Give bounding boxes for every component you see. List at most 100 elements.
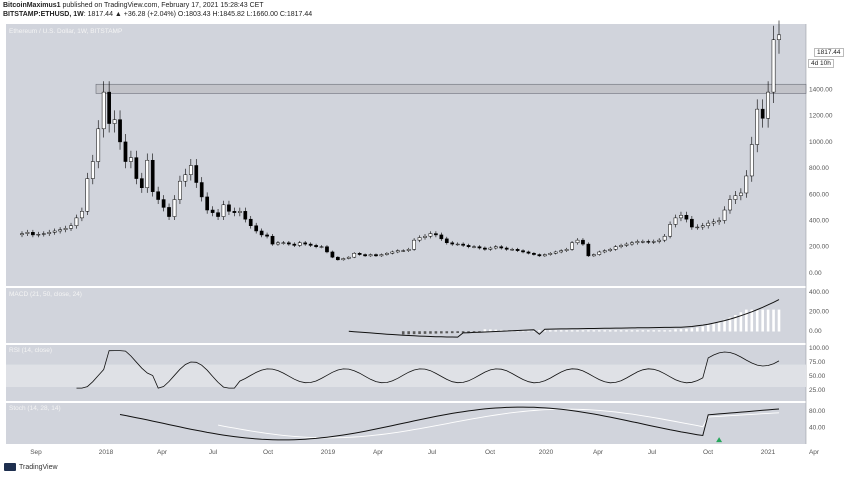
candle [80, 211, 84, 219]
candle [20, 233, 24, 236]
candle [205, 196, 210, 211]
candle [178, 180, 182, 200]
macd-histogram-bar [679, 329, 683, 332]
candle [744, 175, 749, 194]
candle [668, 224, 672, 237]
macd-histogram-bar [461, 331, 465, 333]
macd-histogram-bar [674, 329, 677, 332]
macd-histogram-bar [652, 330, 656, 332]
candle [510, 249, 514, 251]
candle [504, 247, 509, 250]
macd-histogram-bar [603, 330, 607, 332]
macd-histogram-bar [472, 331, 476, 333]
macd-histogram-bar [440, 331, 443, 334]
macd-histogram-bar [739, 312, 743, 332]
macd-histogram-bar [429, 331, 432, 334]
pane-stoch-bg [6, 403, 806, 444]
macd-histogram-bar [734, 314, 737, 332]
candle [450, 242, 455, 245]
candle [455, 243, 460, 246]
candle [499, 246, 504, 249]
price-y-tick: 200.00 [809, 244, 829, 251]
candle [63, 228, 68, 230]
macd-histogram-bar [592, 330, 596, 332]
candle [210, 209, 215, 213]
candle [69, 225, 73, 229]
candle [107, 91, 111, 124]
x-axis-tick: 2020 [539, 449, 554, 456]
x-axis-tick: Apr [157, 449, 168, 456]
candle [488, 247, 493, 250]
candle [575, 239, 580, 244]
macd-histogram-bar [576, 330, 579, 332]
candle [532, 253, 536, 255]
macd-histogram-bar [401, 331, 405, 335]
candle [194, 165, 199, 183]
macd-histogram-bar [728, 317, 732, 332]
candle [161, 199, 166, 208]
macd-histogram-bar [641, 330, 645, 332]
candle [237, 211, 242, 213]
macd-histogram-bar [483, 329, 487, 332]
footer: TradingView [4, 463, 58, 471]
candle [559, 250, 564, 253]
candle [613, 246, 618, 250]
last-price-tag: 1817.44 [814, 48, 844, 57]
price-y-tick: 400.00 [809, 218, 829, 225]
candle [352, 253, 357, 258]
stoch-d-line [218, 408, 780, 439]
x-axis-tick: Oct [263, 449, 273, 456]
candle [690, 218, 694, 228]
x-axis-tick: Jul [648, 449, 657, 456]
macd-histogram-bar [712, 323, 715, 332]
candle [526, 251, 531, 254]
candle [477, 246, 482, 249]
macd-histogram-bar [608, 330, 612, 332]
macd-histogram-bar [418, 331, 421, 335]
candle [564, 249, 569, 251]
macd-histogram-bar [619, 330, 623, 332]
macd-histogram-bar [565, 330, 568, 332]
macd-histogram-bar [445, 331, 449, 334]
candle [749, 144, 754, 177]
candle [129, 157, 133, 162]
x-axis-tick: Apr [593, 449, 604, 456]
x-axis-tick: Oct [703, 449, 713, 456]
macd-histogram-bar [690, 328, 694, 332]
countdown-tag: 4d 10h [808, 59, 834, 68]
ohlc-values: 1817.44 ▲ +36.28 (+2.04%) O:1803.43 H:18… [87, 11, 313, 18]
macd-histogram-bar [636, 330, 639, 332]
candle [461, 243, 465, 246]
candle [330, 251, 335, 258]
candle [706, 222, 711, 226]
chart-svg[interactable]: 0.00 200.00 400.00 600.00 800.00 1000.00 1200.… [6, 20, 833, 460]
candle [777, 34, 781, 40]
candle [651, 241, 656, 243]
candle [646, 241, 651, 243]
candle [292, 243, 297, 246]
macd-histogram-bar [657, 330, 661, 332]
candle [167, 207, 171, 217]
macd-histogram-bar [548, 330, 552, 332]
tradingview-logo-icon [4, 463, 16, 471]
rsi-y-tick: 100.00 [809, 345, 829, 352]
candle [630, 242, 634, 245]
chart-area[interactable]: 0.00 200.00 400.00 600.00 800.00 1000.00 1200.… [6, 20, 833, 456]
macd-histogram-bar [750, 309, 754, 332]
macd-y-tick: 400.00 [809, 289, 829, 296]
candle [281, 242, 286, 244]
brand-label[interactable]: TradingView [19, 463, 58, 471]
macd-histogram-bar [701, 326, 705, 332]
macd-histogram-bar [412, 331, 416, 335]
candle [624, 243, 629, 246]
candle [591, 254, 596, 257]
macd-histogram-bar [527, 330, 530, 332]
candle [232, 211, 237, 213]
candle [412, 239, 416, 250]
candle [123, 141, 128, 162]
candle [760, 108, 765, 119]
rsi-y-tick: 75.00 [809, 359, 826, 366]
candle [406, 249, 411, 251]
macd-y-tick: 200.00 [809, 309, 829, 316]
candle [542, 254, 547, 257]
